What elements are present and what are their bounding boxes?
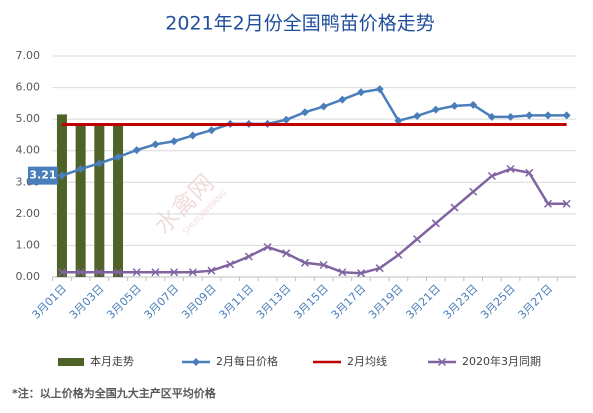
point	[562, 199, 571, 208]
point	[543, 199, 552, 208]
point	[300, 108, 309, 117]
y-tick-label: 1.00	[16, 238, 41, 251]
point	[132, 268, 141, 277]
point	[188, 131, 197, 140]
y-tick-label: 2.00	[16, 207, 41, 220]
point	[114, 153, 123, 162]
point	[300, 258, 309, 267]
point	[151, 268, 160, 277]
point	[338, 95, 347, 104]
point	[450, 203, 459, 212]
point	[357, 269, 366, 278]
y-tick-label: 0.00	[16, 270, 41, 283]
x-tick-label: 3月19日	[366, 282, 406, 322]
point	[375, 85, 384, 94]
point	[76, 268, 85, 277]
point	[57, 171, 66, 180]
point	[207, 126, 216, 135]
point	[319, 260, 328, 270]
x-tick-label: 3月07日	[142, 282, 182, 322]
legend-label: 2月均线	[347, 354, 387, 368]
x-tick-label: 3月25日	[478, 282, 518, 322]
point	[487, 171, 496, 181]
chart-title: 2021年2月份全国鸭苗价格走势	[165, 13, 434, 35]
point	[357, 88, 366, 97]
y-tick-label: 5.00	[16, 112, 41, 125]
bar	[113, 124, 124, 277]
point	[244, 252, 253, 261]
point	[506, 112, 515, 121]
point	[170, 268, 179, 277]
x-tick-label: 3月27日	[516, 282, 556, 322]
y-tick-label: 6.00	[16, 81, 41, 94]
point	[207, 266, 216, 275]
x-tick-label: 3月03日	[67, 282, 107, 322]
point	[188, 268, 197, 277]
x-tick-label: 3月23日	[441, 282, 481, 322]
x-tick-label: 3月15日	[291, 282, 331, 322]
point	[263, 242, 272, 252]
point	[431, 105, 440, 114]
point	[319, 102, 328, 111]
point	[76, 165, 85, 174]
x-tick-label: 3月09日	[179, 282, 219, 322]
x-tick-label: 3月11日	[217, 282, 257, 322]
line	[61, 87, 567, 177]
x-tick-label: 3月01日	[30, 282, 70, 322]
x-tick-label: 3月05日	[104, 282, 144, 322]
point	[525, 111, 534, 120]
legend-label: 2月每日价格	[216, 354, 278, 368]
bar	[56, 114, 67, 278]
point	[170, 137, 179, 146]
point	[562, 111, 571, 120]
footnote: *注：以上价格为全国九大主产区平均价格	[12, 386, 217, 400]
point	[282, 115, 291, 124]
y-tick-label: 4.00	[16, 144, 41, 157]
x-tick-label: 3月13日	[254, 282, 294, 322]
point	[57, 268, 66, 277]
point	[413, 111, 422, 120]
x-tick-label: 3月17日	[329, 282, 369, 322]
point	[282, 249, 291, 258]
point	[437, 357, 447, 367]
point	[525, 168, 534, 177]
point	[506, 164, 515, 174]
point	[192, 358, 200, 366]
point	[132, 146, 141, 155]
data-label-box	[27, 166, 58, 185]
legend-label: 2020年3月同期	[462, 354, 541, 368]
y-tick-label: 7.00	[16, 49, 41, 62]
point	[113, 268, 123, 277]
point	[543, 111, 552, 120]
legend-swatch	[58, 358, 84, 366]
point	[431, 219, 440, 228]
data-label: 3.21	[29, 169, 56, 182]
point	[469, 187, 478, 196]
point	[394, 250, 403, 259]
point	[413, 235, 422, 244]
point	[469, 100, 478, 109]
point	[487, 112, 496, 121]
point	[338, 268, 347, 277]
point	[450, 101, 459, 110]
line	[61, 167, 567, 275]
x-tick-label: 3月21日	[403, 282, 443, 322]
bar	[75, 124, 86, 277]
point	[226, 260, 235, 269]
bar	[94, 124, 105, 277]
point	[151, 140, 160, 149]
point	[95, 268, 104, 277]
point	[394, 116, 403, 125]
legend-label: 本月走势	[90, 354, 134, 368]
point	[95, 159, 104, 168]
point	[375, 264, 384, 273]
